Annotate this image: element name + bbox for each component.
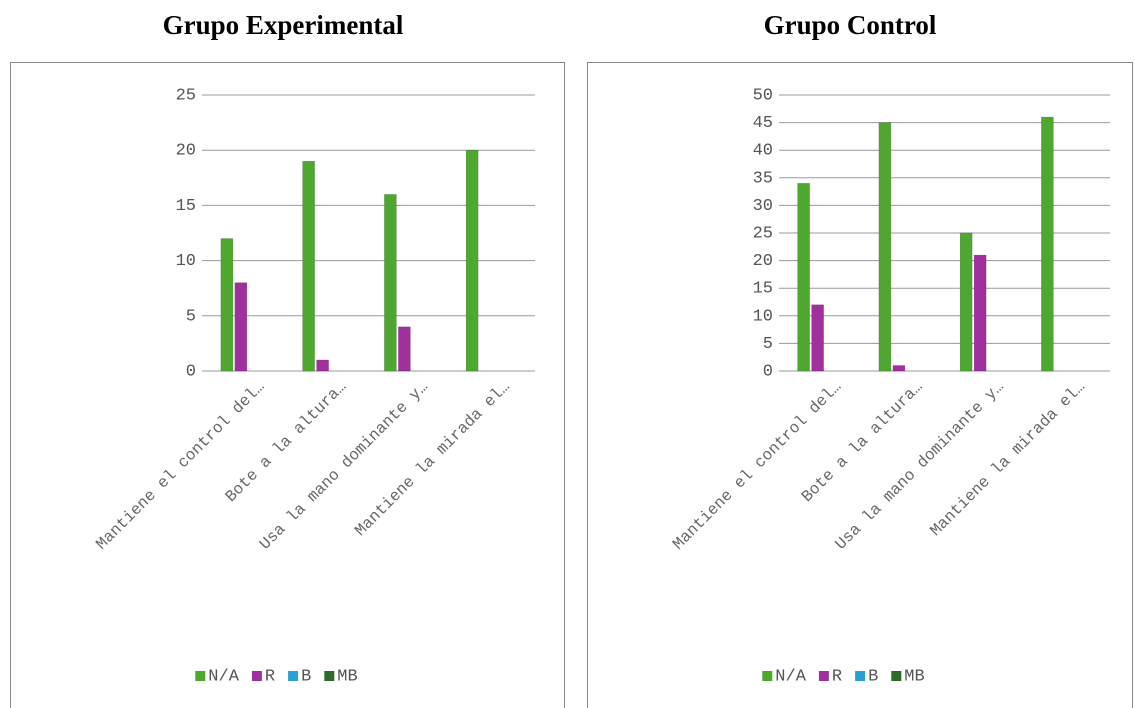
legend-label: B	[301, 667, 311, 686]
chart-title: Grupo Control	[764, 10, 937, 40]
x-tick-label: Mantiene el control del…	[93, 378, 269, 554]
bar	[797, 183, 810, 372]
legend-label: N/A	[208, 667, 239, 686]
bar	[384, 194, 397, 372]
y-tick-label: 25	[176, 86, 196, 105]
y-tick-label: 30	[753, 197, 773, 216]
legend-label: MB	[337, 667, 357, 686]
legend-label: MB	[904, 667, 924, 686]
y-tick-label: 20	[753, 252, 773, 271]
bar	[316, 359, 329, 372]
legend-swatch	[251, 671, 262, 681]
bar	[973, 254, 987, 372]
y-tick-label: 45	[753, 114, 773, 133]
legend-swatch	[818, 671, 829, 681]
bar	[1041, 116, 1054, 372]
legend-swatch	[855, 671, 866, 681]
y-tick-label: 15	[176, 197, 196, 216]
legend-swatch	[324, 671, 335, 681]
bar	[220, 238, 234, 372]
y-tick-label: 15	[753, 280, 773, 299]
legend-swatch	[195, 671, 206, 681]
y-tick-label: 40	[753, 142, 773, 161]
legend-swatch	[891, 671, 902, 681]
legend-label: B	[868, 667, 878, 686]
bar	[878, 122, 892, 372]
y-tick-label: 0	[763, 362, 773, 381]
bar	[302, 160, 315, 372]
y-tick-label: 5	[763, 335, 773, 354]
chart-title: Grupo Experimental	[163, 10, 404, 40]
legend-swatch	[288, 671, 299, 681]
bar	[465, 149, 479, 372]
panel-border	[10, 62, 565, 708]
bar	[811, 304, 824, 372]
legend-label: N/A	[775, 667, 806, 686]
y-tick-label: 10	[753, 307, 773, 326]
bar	[398, 326, 411, 372]
x-tick-label: Usa la mano dominante y…	[256, 378, 432, 554]
y-tick-label: 5	[186, 307, 196, 326]
y-tick-label: 35	[753, 169, 773, 188]
x-tick-label: Usa la mano dominante y…	[832, 378, 1008, 554]
bar	[959, 232, 973, 372]
bar	[234, 282, 248, 372]
y-tick-label: 20	[176, 142, 196, 161]
legend-label: R	[832, 667, 842, 686]
legend-label: R	[265, 667, 275, 686]
x-tick-label: Mantiene la mirada el…	[352, 378, 514, 540]
bar	[892, 365, 906, 372]
y-tick-label: 0	[186, 362, 196, 381]
legend-swatch	[762, 671, 773, 681]
panel-border	[587, 62, 1133, 708]
y-tick-label: 50	[753, 86, 773, 105]
y-tick-label: 25	[753, 224, 773, 243]
x-tick-label: Mantiene el control del…	[669, 378, 845, 554]
x-tick-label: Mantiene la mirada el…	[927, 378, 1089, 540]
y-tick-label: 10	[176, 252, 196, 271]
